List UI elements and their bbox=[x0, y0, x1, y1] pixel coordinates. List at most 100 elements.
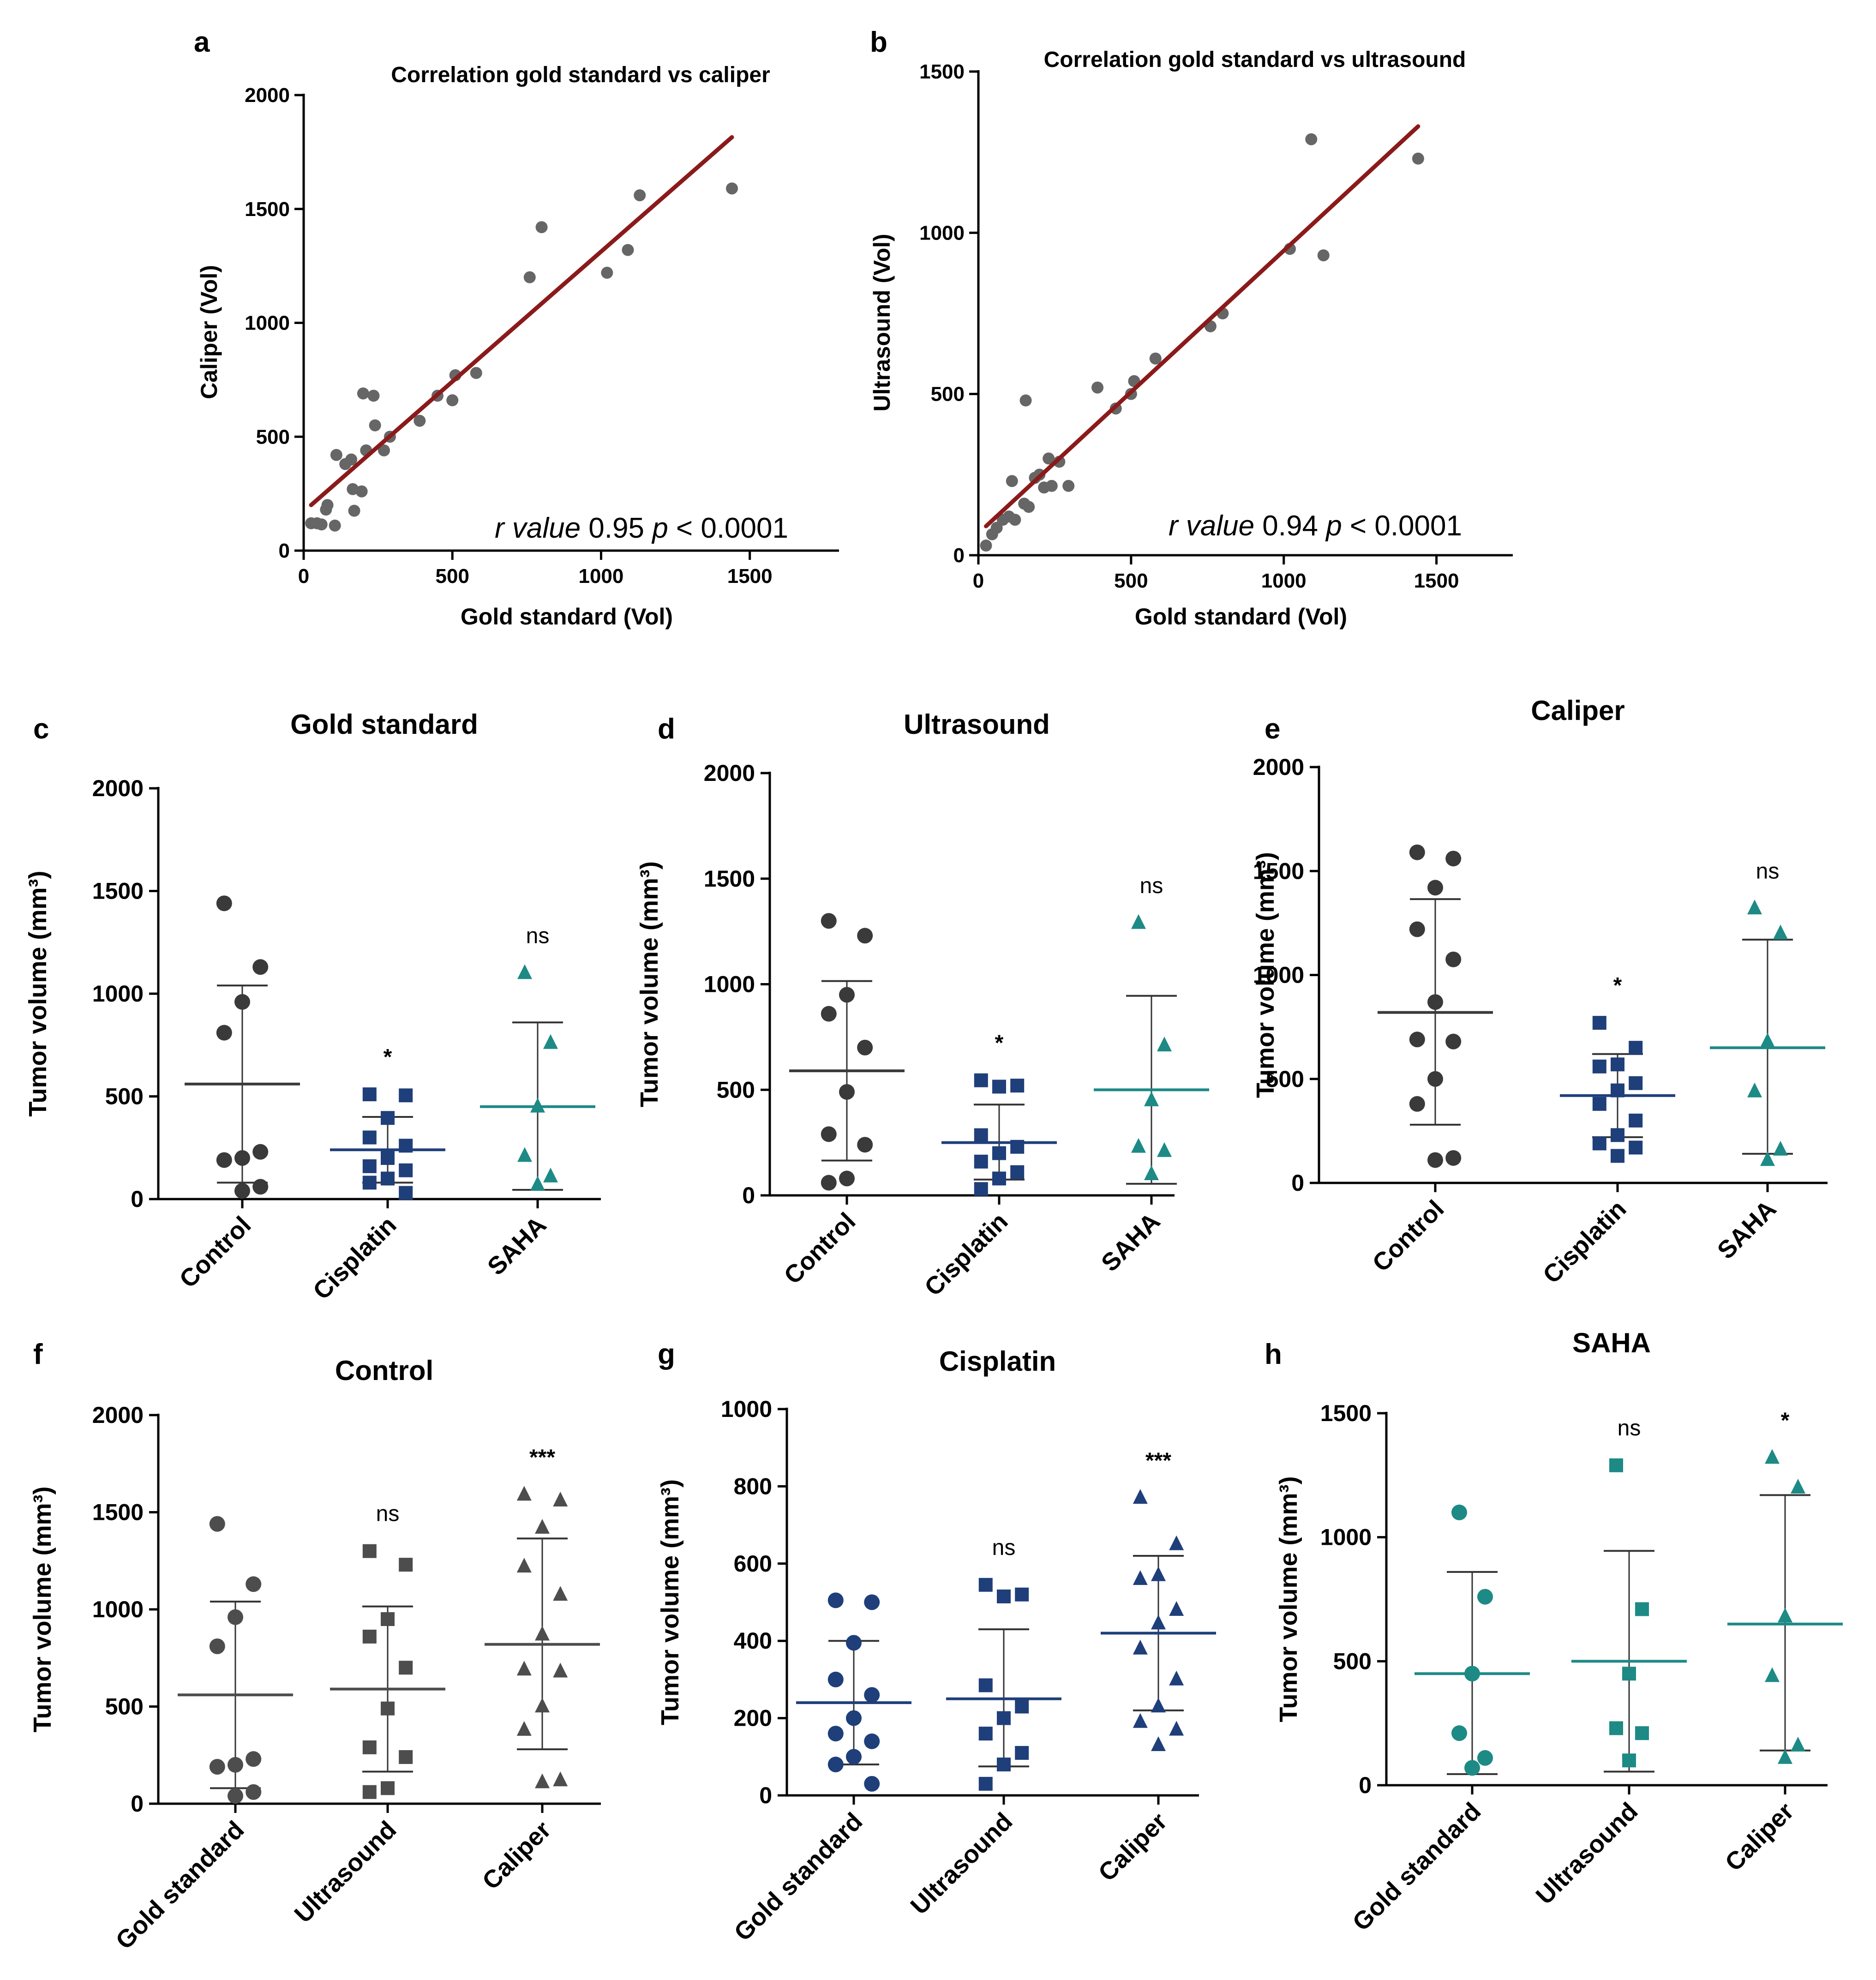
data-point bbox=[1043, 452, 1055, 465]
data-point bbox=[414, 414, 426, 427]
data-point bbox=[362, 1130, 377, 1145]
data-point bbox=[827, 1671, 844, 1687]
data-point bbox=[1629, 1076, 1643, 1090]
data-point bbox=[362, 1629, 377, 1644]
data-point bbox=[980, 540, 992, 552]
data-point bbox=[252, 1179, 269, 1195]
significance-label: ns bbox=[1618, 1416, 1641, 1440]
data-point bbox=[1015, 1746, 1029, 1760]
significance-label: * bbox=[995, 1031, 1004, 1056]
data-point bbox=[974, 1128, 988, 1142]
x-tick-label: 0 bbox=[298, 565, 309, 588]
data-point bbox=[978, 1678, 993, 1692]
panel-b: b Correlation gold standard vs ultrasound… bbox=[869, 26, 1513, 630]
category-label: Cisplatin bbox=[919, 1207, 1013, 1302]
data-point bbox=[1169, 1721, 1184, 1736]
data-point bbox=[553, 1662, 568, 1678]
category-label: SAHA bbox=[1712, 1195, 1782, 1265]
data-point bbox=[362, 1159, 377, 1173]
data-point bbox=[1592, 1059, 1606, 1074]
data-point bbox=[234, 1183, 250, 1199]
regression-line bbox=[984, 124, 1420, 528]
data-point bbox=[1427, 880, 1443, 896]
panel-d: d Ultrasound 0 500 1000 1500 2000 Tumor volume … bbox=[635, 709, 1209, 1302]
data-point bbox=[517, 1147, 532, 1162]
category-label: Caliper bbox=[1720, 1797, 1799, 1877]
data-point bbox=[1635, 1602, 1649, 1616]
data-point bbox=[1144, 1091, 1159, 1106]
data-point bbox=[1611, 1128, 1624, 1142]
y-tick-label: 1500 bbox=[704, 866, 755, 892]
category-label: Caliper bbox=[477, 1816, 557, 1895]
data-point bbox=[1778, 1749, 1792, 1764]
data-point bbox=[543, 1167, 558, 1182]
y-tick-label: 400 bbox=[734, 1628, 772, 1654]
y-tick-label: 1500 bbox=[245, 198, 290, 221]
data-point bbox=[1305, 133, 1318, 145]
data-point bbox=[530, 1098, 545, 1113]
panel-f: f Control 0 500 1000 1500 2000 Tumor volume (mm… bbox=[29, 1338, 601, 1955]
y-tick-label: 1500 bbox=[92, 1500, 144, 1525]
significance-label: ns bbox=[1756, 859, 1780, 883]
data-point bbox=[1131, 914, 1146, 929]
panel-c: c Gold standard 0 500 1000 1500 2000 Tumor volu… bbox=[24, 709, 601, 1305]
data-point bbox=[1445, 951, 1462, 967]
data-point bbox=[381, 1171, 395, 1186]
panel-letter: d bbox=[658, 713, 675, 745]
data-point bbox=[978, 1727, 993, 1741]
data-point bbox=[1045, 480, 1058, 492]
data-point bbox=[1445, 1033, 1462, 1050]
panel-letter: g bbox=[658, 1338, 675, 1370]
data-point bbox=[821, 1006, 837, 1022]
data-point bbox=[321, 499, 334, 511]
data-point bbox=[1133, 1489, 1148, 1504]
y-tick-label: 0 bbox=[742, 1182, 755, 1208]
data-point bbox=[1157, 1036, 1172, 1051]
data-point bbox=[997, 1589, 1011, 1603]
significance-label: ns bbox=[526, 924, 550, 948]
data-point bbox=[246, 1751, 262, 1767]
data-point bbox=[553, 1771, 568, 1787]
y-tick-label: 0 bbox=[759, 1782, 772, 1808]
y-tick-label: 2000 bbox=[245, 84, 290, 107]
data-point bbox=[1592, 1016, 1606, 1030]
data-point bbox=[1009, 514, 1021, 526]
correlation-annotation: r value 0.94 p < 0.0001 bbox=[1169, 510, 1462, 542]
y-axis-label: Tumor volume (mm³) bbox=[1275, 1476, 1302, 1722]
space bbox=[1342, 510, 1350, 542]
data-point bbox=[974, 1182, 988, 1196]
data-point bbox=[1151, 1566, 1166, 1581]
annotation-p-label: p bbox=[651, 512, 668, 544]
data-point bbox=[1169, 1535, 1184, 1550]
data-point bbox=[1062, 480, 1075, 492]
data-point bbox=[857, 1039, 873, 1056]
panel-letter: h bbox=[1265, 1338, 1282, 1370]
data-point bbox=[846, 1749, 862, 1765]
significance-label: * bbox=[1781, 1409, 1790, 1433]
x-tick-label: 1000 bbox=[578, 565, 623, 588]
data-point bbox=[1451, 1504, 1467, 1520]
space bbox=[1318, 510, 1326, 542]
data-point bbox=[381, 1781, 395, 1795]
data-point bbox=[209, 1759, 225, 1775]
data-point bbox=[378, 444, 390, 456]
correlation-annotation: r value 0.95 p < 0.0001 bbox=[495, 512, 788, 544]
data-point bbox=[846, 1710, 862, 1726]
data-point bbox=[1006, 475, 1018, 487]
y-tick-label: 1000 bbox=[704, 972, 755, 997]
y-tick-label: 1000 bbox=[721, 1396, 772, 1422]
data-point bbox=[234, 994, 250, 1010]
data-point bbox=[329, 519, 341, 532]
data-point bbox=[1622, 1667, 1636, 1681]
category-label: Gold standard bbox=[729, 1807, 868, 1946]
data-point bbox=[381, 1701, 395, 1716]
chart-title: Control bbox=[335, 1355, 433, 1386]
y-tick-label: 2000 bbox=[1253, 754, 1304, 780]
y-axis-label: Tumor volume (mm³) bbox=[656, 1479, 684, 1725]
data-point bbox=[517, 964, 532, 979]
data-point bbox=[1635, 1726, 1649, 1740]
data-point bbox=[1151, 1698, 1166, 1713]
y-tick-label: 0 bbox=[279, 540, 290, 562]
data-point bbox=[209, 1516, 225, 1532]
data-point bbox=[381, 1111, 395, 1125]
